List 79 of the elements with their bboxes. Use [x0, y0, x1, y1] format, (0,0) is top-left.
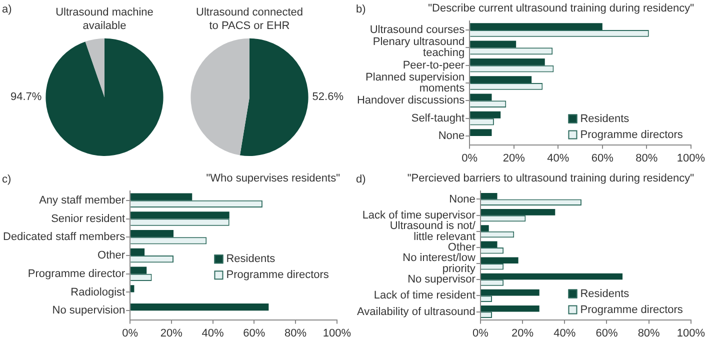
bar	[470, 23, 602, 30]
x-tick-label: 0%	[122, 327, 138, 340]
data-label: 94.7%	[10, 91, 42, 104]
x-tick-label: 0%	[462, 152, 478, 164]
y-tick-label: Handover discussions	[356, 94, 466, 107]
y-tick-label: Plenary ultrasound teaching	[372, 36, 465, 60]
y-tick-label: Radiologist	[70, 286, 126, 298]
chart-title: Ultrasound machine available	[56, 6, 154, 32]
text: c)	[2, 174, 12, 186]
chart-title: Ultrasound connected to PACS or EHR	[196, 6, 304, 32]
x-tick-label: 60%	[243, 327, 266, 340]
x-tick-label: 40%	[547, 152, 570, 164]
x-tick-label: 80%	[284, 327, 307, 340]
chart-title: "Describe current ultrasound training during residency"	[428, 2, 694, 15]
bar	[130, 266, 147, 274]
y-tick-label: Lack of time resident	[374, 290, 476, 302]
y-tick-label: Peer-to-peer	[402, 59, 465, 72]
y-tick-label: None	[449, 193, 476, 206]
x-tick-label: 100%	[676, 152, 706, 164]
x-tick-label: 40%	[202, 327, 224, 340]
y-tick-label: Availability of ultrasound	[357, 306, 476, 318]
y-tick-label: No interest/low priority	[402, 252, 476, 276]
y-tick-label: None	[438, 130, 465, 142]
legend-label: Residents	[580, 288, 630, 300]
bar	[480, 273, 623, 280]
chart-title: "Percieved barriers to ultrasound training during residency"	[407, 172, 694, 185]
bar	[470, 94, 492, 101]
data-label: 52.6%	[312, 91, 344, 104]
bar	[480, 209, 556, 216]
text: a)	[2, 4, 12, 16]
x-tick-label: 20%	[512, 327, 534, 340]
x-tick-label: 20%	[160, 327, 183, 340]
y-tick-label: No supervisor	[408, 274, 476, 286]
bar	[480, 225, 489, 232]
y-tick-label: Ultrasound courses	[370, 24, 466, 36]
y-tick-label: Ultrasound is not/ little relevant	[390, 220, 476, 243]
y-tick-label: Programme director	[28, 268, 126, 280]
bar	[470, 58, 545, 66]
legend-label: Residents	[580, 112, 630, 125]
text: d)	[356, 174, 366, 186]
legend-label: Programme directors	[580, 304, 684, 316]
x-tick-label: 20%	[502, 152, 526, 164]
x-tick-label: 80%	[638, 327, 660, 340]
chart-title: "Who supervises residents"	[206, 172, 340, 185]
x-tick-label: 60%	[591, 152, 614, 164]
x-tick-label: 60%	[596, 327, 618, 340]
bar	[480, 305, 540, 312]
y-tick-label: Any staff member	[39, 194, 126, 206]
y-tick-label: Lack of time supervisor	[362, 209, 476, 222]
y-tick-label: Other	[448, 241, 476, 254]
y-tick-label: No supervision	[52, 304, 126, 317]
bar	[130, 285, 134, 292]
y-tick-label: Other	[98, 250, 126, 262]
bar	[480, 257, 518, 264]
bar	[470, 129, 492, 136]
bar	[480, 241, 498, 248]
bar	[130, 248, 145, 256]
bar	[130, 230, 174, 238]
x-tick-label: 100%	[676, 327, 706, 340]
legend-label: Programme directors	[226, 269, 330, 282]
bar	[470, 76, 532, 83]
text: b)	[356, 4, 366, 16]
bar	[130, 212, 230, 219]
bar	[470, 111, 501, 118]
x-tick-label: 40%	[554, 327, 576, 340]
x-tick-label: 80%	[636, 152, 658, 164]
y-tick-label: Senior resident	[51, 212, 126, 225]
x-tick-label: 0%	[472, 327, 489, 340]
bar	[470, 40, 516, 48]
bar	[480, 192, 498, 200]
legend-label: Residents	[226, 253, 276, 266]
bar	[130, 303, 269, 311]
y-tick-label: Self-taught	[411, 112, 465, 124]
y-tick-label: Planned supervision moments	[366, 72, 466, 95]
bar	[130, 193, 192, 200]
y-tick-label: Dedicated staff members	[2, 231, 126, 244]
x-tick-label: 100%	[322, 327, 352, 340]
legend-label: Programme directors	[580, 128, 684, 141]
bar	[480, 289, 540, 296]
